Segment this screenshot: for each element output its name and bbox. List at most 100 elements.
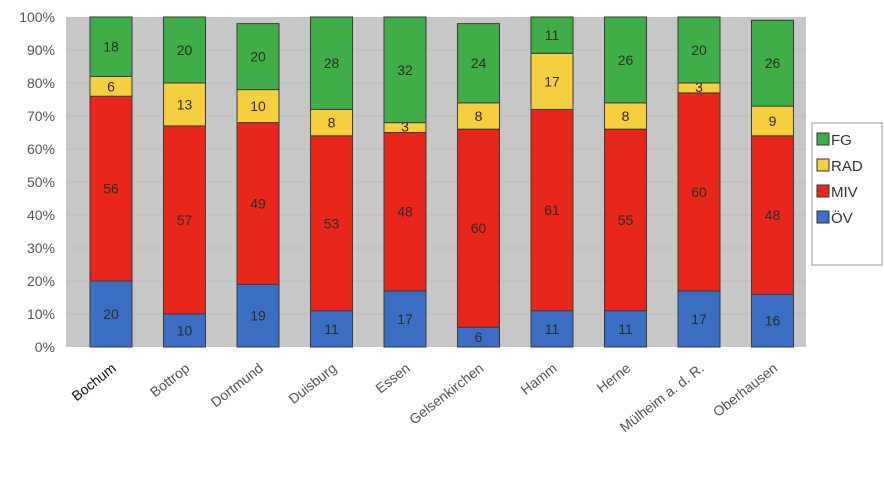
bar-segment: [604, 16, 647, 104]
data-label: 10: [250, 98, 266, 114]
data-label: 17: [691, 311, 707, 327]
data-label: 26: [765, 55, 781, 71]
bar-segment: [457, 23, 500, 104]
data-label: 16: [765, 313, 781, 329]
bar-segment: [383, 132, 427, 292]
legend-label: FG: [831, 132, 852, 149]
y-tick-label: 100%: [19, 9, 55, 25]
x-tick-label: Dortmund: [208, 360, 266, 410]
data-label: 60: [471, 220, 487, 236]
data-label: 28: [324, 55, 340, 71]
legend-swatch: [816, 158, 830, 172]
bar-segment: [751, 105, 794, 137]
data-label: 11: [545, 321, 560, 337]
x-axis: Bochum Bottrop Dortmund Duisburg EssenGelsen…: [69, 360, 781, 435]
bar-stack: 17 60 3 20: [677, 16, 721, 348]
data-label: 20: [103, 306, 119, 322]
data-label: 60: [691, 184, 707, 200]
data-label: 11: [545, 27, 560, 43]
data-label: 49: [250, 195, 266, 211]
data-label: 20: [250, 49, 266, 65]
bar-segment: [236, 89, 280, 124]
data-label: 20: [177, 42, 193, 58]
data-label: 18: [103, 39, 119, 55]
bars: 2056618105713201949102011538281748332660…: [89, 16, 794, 348]
bar-segment: [310, 135, 353, 312]
data-label: 3: [401, 119, 409, 135]
bar-stack: 11 53 8 28: [310, 16, 353, 348]
bar-segment: [310, 310, 353, 348]
bar-segment: [236, 122, 280, 285]
bar-segment: [163, 313, 206, 348]
y-tick-label: 40%: [27, 207, 55, 223]
legend-swatch: [816, 132, 830, 146]
bar-segment: [530, 108, 574, 312]
bar-segment: [751, 293, 794, 348]
data-label: 61: [544, 202, 560, 218]
y-tick-label: 10%: [27, 306, 55, 322]
data-label: 24: [471, 55, 487, 71]
bar-segment: [89, 280, 133, 348]
data-label: 8: [622, 108, 630, 124]
legend-swatch: [816, 184, 830, 198]
data-label: 13: [177, 96, 193, 112]
data-label: 57: [177, 212, 193, 228]
bar-segment: [677, 16, 721, 84]
bar-segment: [89, 16, 133, 77]
bar-stack: 20 56 6 18: [89, 16, 133, 348]
bar-segment: [236, 283, 280, 348]
bar-stack: 11 61 17 11: [530, 16, 574, 348]
bar-segment: [163, 125, 206, 315]
bar-stack: 6 60 8 24: [457, 23, 500, 348]
x-tick-label: Oberhausen: [710, 360, 781, 420]
bar-segment: [751, 19, 794, 107]
y-tick-label: 90%: [27, 42, 55, 58]
y-tick-label: 20%: [27, 273, 55, 289]
bar-segment: [604, 310, 647, 348]
x-tick-label: Bochum: [69, 360, 119, 404]
x-tick-label: Duisburg: [285, 360, 339, 407]
data-label: 48: [397, 204, 413, 220]
data-label: 55: [618, 212, 634, 228]
bar-segment: [163, 82, 206, 127]
bar-segment: [457, 102, 500, 130]
x-tick-label: Gelsenkirchen: [406, 360, 486, 428]
data-label: 32: [397, 62, 413, 78]
data-label: 56: [103, 181, 119, 197]
bar-segment: [604, 102, 647, 130]
bar-segment: [310, 108, 353, 137]
y-tick-label: 30%: [27, 240, 55, 256]
data-label: 17: [544, 73, 560, 89]
bar-stack: 19 49 10 20: [236, 23, 280, 348]
bar-segment: [383, 290, 427, 348]
y-tick-label: 60%: [27, 141, 55, 157]
y-tick-label: 50%: [27, 174, 55, 190]
data-label: 53: [324, 215, 340, 231]
data-label: 19: [250, 308, 266, 324]
legend-label: ÖV: [831, 209, 853, 227]
data-label: 9: [769, 113, 777, 129]
y-tick-label: 70%: [27, 108, 55, 124]
data-label: 17: [397, 311, 413, 327]
x-tick-label: Herne: [593, 360, 633, 396]
data-label: 3: [695, 79, 703, 95]
x-tick-label: Hamm: [518, 360, 560, 398]
bar-segment: [677, 290, 721, 348]
x-tick-label: Essen: [372, 360, 413, 397]
bar-stack: 10 57 13 20: [163, 16, 206, 348]
bar-segment: [383, 16, 427, 124]
legend-label: RAD: [831, 158, 863, 175]
bar-segment: [677, 92, 721, 292]
bar-stack: 17 48 3 32: [383, 16, 427, 348]
bar-segment: [236, 23, 280, 91]
y-tick-label: 0%: [35, 339, 55, 355]
bar-segment: [457, 128, 500, 328]
data-label: 10: [177, 323, 193, 339]
legend-swatch: [816, 210, 830, 224]
data-label: 11: [324, 321, 339, 337]
bar-segment: [530, 16, 574, 54]
data-label: 48: [765, 207, 781, 223]
y-axis: 0% 10% 20% 30% 40% 50% 60% 70% 80% 90% 100%: [19, 9, 55, 355]
data-label: 11: [618, 321, 633, 337]
